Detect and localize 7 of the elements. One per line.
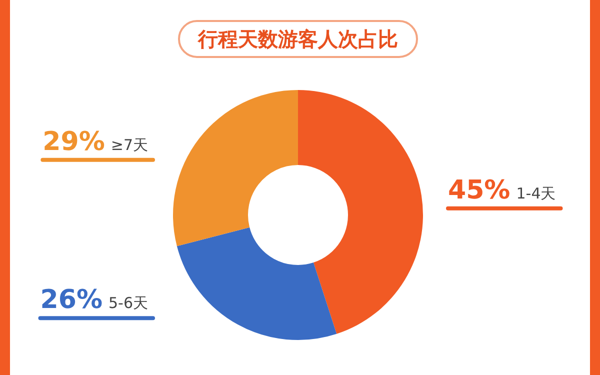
data-label: 45% bbox=[448, 175, 510, 206]
slice-label: 5-6天 bbox=[108, 294, 148, 312]
slice-label: 1-4天 bbox=[516, 184, 556, 202]
chart-title: 行程天数游客人次占比 bbox=[178, 20, 418, 58]
data-label: 29% bbox=[42, 126, 105, 157]
data-label: 26% bbox=[40, 285, 102, 316]
slice-label: ≥7天 bbox=[110, 136, 148, 154]
